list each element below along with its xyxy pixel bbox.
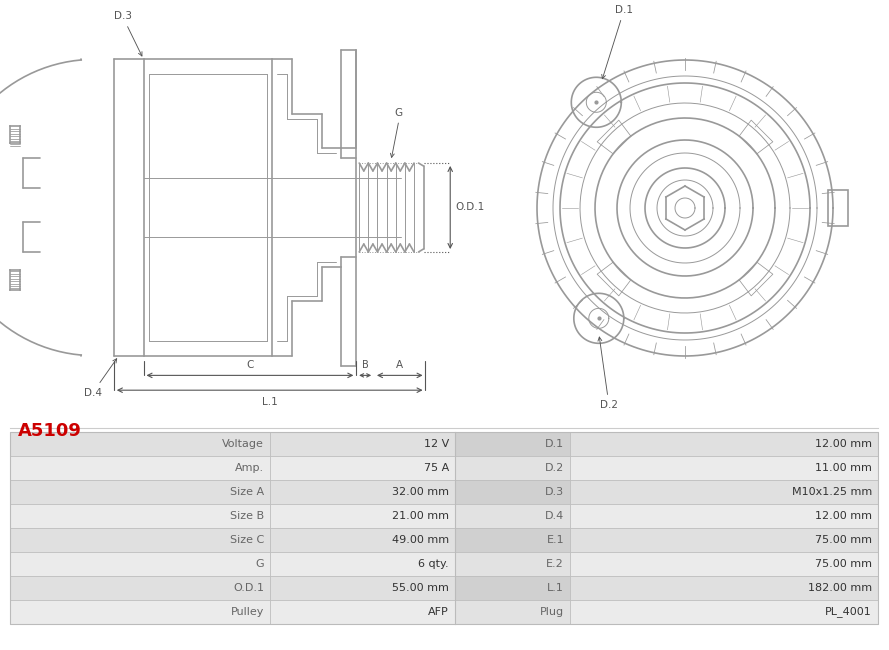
Bar xyxy=(270,504,455,528)
Text: 75.00 mm: 75.00 mm xyxy=(815,535,872,545)
Text: A5109: A5109 xyxy=(18,422,82,440)
Text: 12 V: 12 V xyxy=(424,439,449,449)
Text: E.2: E.2 xyxy=(546,559,564,569)
Text: 75.00 mm: 75.00 mm xyxy=(815,559,872,569)
Text: D.4: D.4 xyxy=(84,359,116,398)
Bar xyxy=(10,576,270,600)
Text: PL_4001: PL_4001 xyxy=(825,606,872,618)
Bar xyxy=(10,432,270,456)
Bar xyxy=(455,480,570,504)
Text: D.1: D.1 xyxy=(602,5,633,79)
Text: 75 A: 75 A xyxy=(424,463,449,473)
Text: 55.00 mm: 55.00 mm xyxy=(392,583,449,593)
Bar xyxy=(270,432,455,456)
Bar xyxy=(455,432,570,456)
Text: 6 qty.: 6 qty. xyxy=(419,559,449,569)
Bar xyxy=(455,576,570,600)
Bar xyxy=(10,432,878,624)
Text: D.2: D.2 xyxy=(598,337,618,410)
Text: 11.00 mm: 11.00 mm xyxy=(815,463,872,473)
Text: D.1: D.1 xyxy=(545,439,564,449)
Bar xyxy=(570,576,878,600)
Bar xyxy=(10,552,270,576)
Bar xyxy=(455,456,570,480)
Text: L.1: L.1 xyxy=(547,583,564,593)
Text: Pulley: Pulley xyxy=(230,607,264,617)
Bar xyxy=(270,528,455,552)
Bar xyxy=(570,480,878,504)
Bar xyxy=(10,504,270,528)
Text: D.4: D.4 xyxy=(545,511,564,521)
Text: O.D.1: O.D.1 xyxy=(233,583,264,593)
Bar xyxy=(10,456,270,480)
Bar xyxy=(270,552,455,576)
Text: D.3: D.3 xyxy=(114,11,142,56)
Text: 21.00 mm: 21.00 mm xyxy=(392,511,449,521)
Text: A: A xyxy=(396,360,404,370)
Text: 12.00 mm: 12.00 mm xyxy=(815,439,872,449)
Text: 12.00 mm: 12.00 mm xyxy=(815,511,872,521)
Bar xyxy=(570,552,878,576)
Text: D.2: D.2 xyxy=(545,463,564,473)
Bar xyxy=(270,576,455,600)
Bar xyxy=(570,600,878,624)
Bar xyxy=(10,600,270,624)
Text: Size A: Size A xyxy=(230,487,264,497)
Bar xyxy=(10,528,270,552)
Text: Size C: Size C xyxy=(229,535,264,545)
Bar xyxy=(270,600,455,624)
Bar xyxy=(10,480,270,504)
Text: 182.00 mm: 182.00 mm xyxy=(808,583,872,593)
Text: Amp.: Amp. xyxy=(235,463,264,473)
Bar xyxy=(828,190,848,226)
Bar xyxy=(455,552,570,576)
Text: AFP: AFP xyxy=(428,607,449,617)
Text: 49.00 mm: 49.00 mm xyxy=(392,535,449,545)
Bar xyxy=(270,480,455,504)
Text: G: G xyxy=(395,109,403,118)
Bar xyxy=(455,600,570,624)
Text: Voltage: Voltage xyxy=(222,439,264,449)
Bar xyxy=(455,528,570,552)
Bar xyxy=(570,528,878,552)
Text: M10x1.25 mm: M10x1.25 mm xyxy=(792,487,872,497)
Bar xyxy=(570,432,878,456)
Text: Size B: Size B xyxy=(230,511,264,521)
Bar xyxy=(570,504,878,528)
Text: D.3: D.3 xyxy=(545,487,564,497)
Text: O.D.1: O.D.1 xyxy=(455,203,485,213)
Text: E.1: E.1 xyxy=(547,535,564,545)
Bar xyxy=(570,456,878,480)
Text: Plug: Plug xyxy=(540,607,564,617)
Text: C: C xyxy=(246,360,253,370)
Text: G: G xyxy=(255,559,264,569)
Text: 32.00 mm: 32.00 mm xyxy=(392,487,449,497)
Text: L.1: L.1 xyxy=(262,397,277,407)
Text: B: B xyxy=(362,360,369,370)
Bar xyxy=(455,504,570,528)
Bar xyxy=(270,456,455,480)
